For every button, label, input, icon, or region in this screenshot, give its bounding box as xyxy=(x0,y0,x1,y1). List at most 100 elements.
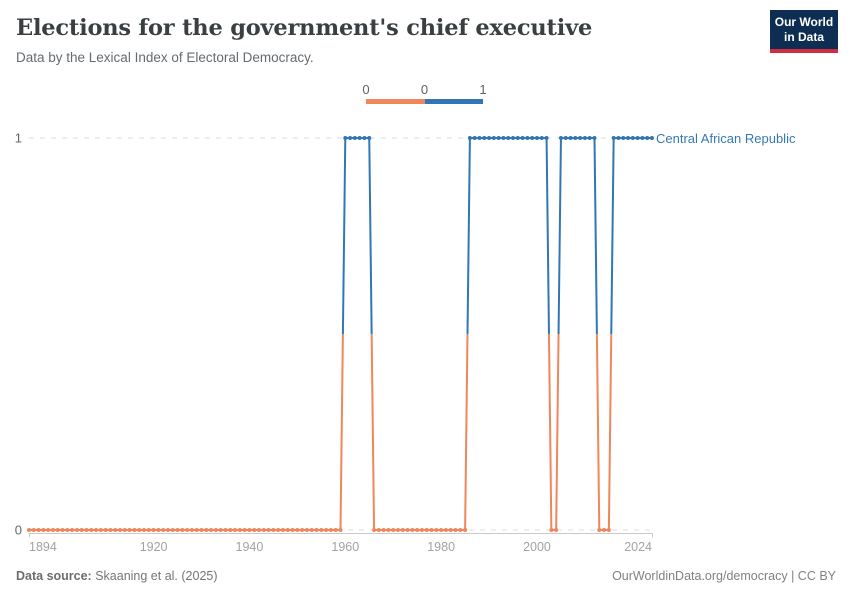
data-point[interactable] xyxy=(31,528,36,532)
data-point[interactable] xyxy=(89,528,94,532)
data-point[interactable] xyxy=(491,136,496,140)
data-point[interactable] xyxy=(587,136,592,140)
data-point[interactable] xyxy=(544,136,549,140)
data-point[interactable] xyxy=(463,528,468,532)
data-point[interactable] xyxy=(635,136,640,140)
data-point[interactable] xyxy=(46,528,51,532)
data-point[interactable] xyxy=(170,528,175,532)
data-point[interactable] xyxy=(156,528,161,532)
data-point[interactable] xyxy=(60,528,65,532)
data-point[interactable] xyxy=(276,528,281,532)
data-point[interactable] xyxy=(103,528,108,532)
data-point[interactable] xyxy=(534,136,539,140)
data-point[interactable] xyxy=(458,528,463,532)
data-point[interactable] xyxy=(482,136,487,140)
data-point[interactable] xyxy=(94,528,99,532)
owid-logo[interactable]: Our World in Data xyxy=(770,10,838,53)
credit-link[interactable]: OurWorldinData.org/democracy | CC BY xyxy=(612,569,836,583)
data-point[interactable] xyxy=(199,528,204,532)
data-point[interactable] xyxy=(367,136,372,140)
data-point[interactable] xyxy=(324,528,329,532)
data-point[interactable] xyxy=(352,136,357,140)
data-point[interactable] xyxy=(511,136,516,140)
data-point[interactable] xyxy=(563,136,568,140)
data-point[interactable] xyxy=(405,528,410,532)
data-point[interactable] xyxy=(142,528,147,532)
data-point[interactable] xyxy=(266,528,271,532)
data-point[interactable] xyxy=(328,528,333,532)
data-point[interactable] xyxy=(84,528,89,532)
data-point[interactable] xyxy=(386,528,391,532)
data-point[interactable] xyxy=(108,528,113,532)
data-point[interactable] xyxy=(391,528,396,532)
data-point[interactable] xyxy=(372,528,377,532)
data-point[interactable] xyxy=(137,528,142,532)
data-point[interactable] xyxy=(185,528,190,532)
data-point[interactable] xyxy=(525,136,530,140)
data-point[interactable] xyxy=(602,528,607,532)
data-point[interactable] xyxy=(348,136,353,140)
data-point[interactable] xyxy=(530,136,535,140)
data-point[interactable] xyxy=(515,136,520,140)
data-point[interactable] xyxy=(448,528,453,532)
data-point[interactable] xyxy=(558,136,563,140)
data-point[interactable] xyxy=(79,528,84,532)
data-point[interactable] xyxy=(357,136,362,140)
data-point[interactable] xyxy=(362,136,367,140)
data-point[interactable] xyxy=(74,528,79,532)
data-point[interactable] xyxy=(333,528,338,532)
data-point[interactable] xyxy=(650,136,654,140)
data-point[interactable] xyxy=(621,136,626,140)
data-point[interactable] xyxy=(381,528,386,532)
legend-segment-orange[interactable] xyxy=(366,99,425,104)
data-point[interactable] xyxy=(434,528,439,532)
data-point[interactable] xyxy=(472,136,477,140)
data-point[interactable] xyxy=(261,528,266,532)
data-point[interactable] xyxy=(98,528,103,532)
data-point[interactable] xyxy=(453,528,458,532)
data-point[interactable] xyxy=(127,528,132,532)
data-point[interactable] xyxy=(151,528,156,532)
data-point[interactable] xyxy=(304,528,309,532)
data-point[interactable] xyxy=(439,528,444,532)
data-point[interactable] xyxy=(233,528,238,532)
data-point[interactable] xyxy=(611,136,616,140)
data-point[interactable] xyxy=(290,528,295,532)
data-point[interactable] xyxy=(295,528,300,532)
data-point[interactable] xyxy=(396,528,401,532)
data-point[interactable] xyxy=(218,528,223,532)
data-point[interactable] xyxy=(616,136,621,140)
data-point[interactable] xyxy=(645,136,650,140)
data-point[interactable] xyxy=(573,136,578,140)
data-point[interactable] xyxy=(415,528,420,532)
data-point[interactable] xyxy=(376,528,381,532)
data-point[interactable] xyxy=(194,528,199,532)
data-point[interactable] xyxy=(597,528,602,532)
data-point[interactable] xyxy=(606,528,611,532)
data-point[interactable] xyxy=(161,528,166,532)
data-point[interactable] xyxy=(242,528,247,532)
legend-segment-blue[interactable] xyxy=(425,99,483,104)
data-point[interactable] xyxy=(132,528,137,532)
data-point[interactable] xyxy=(300,528,305,532)
data-point[interactable] xyxy=(122,528,127,532)
data-point[interactable] xyxy=(165,528,170,532)
data-point[interactable] xyxy=(41,528,46,532)
data-point[interactable] xyxy=(338,528,343,532)
data-point[interactable] xyxy=(520,136,525,140)
data-point[interactable] xyxy=(223,528,228,532)
data-point[interactable] xyxy=(626,136,631,140)
data-point[interactable] xyxy=(189,528,194,532)
data-point[interactable] xyxy=(285,528,290,532)
data-point[interactable] xyxy=(487,136,492,140)
data-point[interactable] xyxy=(582,136,587,140)
data-point[interactable] xyxy=(175,528,180,532)
data-point[interactable] xyxy=(209,528,214,532)
data-point[interactable] xyxy=(70,528,75,532)
data-point[interactable] xyxy=(257,528,262,532)
data-point[interactable] xyxy=(118,528,123,532)
data-point[interactable] xyxy=(237,528,242,532)
data-point[interactable] xyxy=(204,528,209,532)
data-point[interactable] xyxy=(146,528,151,532)
data-point[interactable] xyxy=(180,528,185,532)
